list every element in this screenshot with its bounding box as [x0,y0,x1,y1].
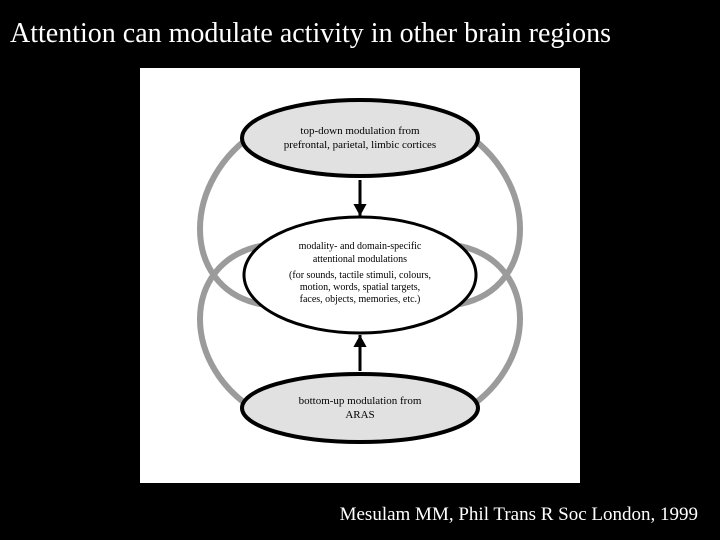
flowchart-svg: top-down modulation from prefrontal, pari… [140,68,580,483]
svg-text:attentional modulations: attentional modulations [313,254,407,265]
svg-text:ARAS: ARAS [345,409,374,421]
svg-text:faces, objects, memories, etc.: faces, objects, memories, etc.) [300,294,421,305]
svg-text:prefrontal, parietal, limbic c: prefrontal, parietal, limbic cortices [284,139,436,151]
svg-text:(for sounds, tactile stimuli,: (for sounds, tactile stimuli, colours, [289,270,431,281]
slide: Attention can modulate activity in other… [0,0,720,540]
page-title: Attention can modulate activity in other… [10,18,710,50]
citation: Mesulam MM, Phil Trans R Soc London, 199… [340,504,698,526]
svg-text:motion, words, spatial targets: motion, words, spatial targets, [300,282,420,293]
svg-text:top-down modulation from: top-down modulation from [300,125,420,137]
diagram-panel: top-down modulation from prefrontal, pari… [140,68,580,483]
svg-text:modality- and domain-specific: modality- and domain-specific [299,241,422,252]
svg-text:bottom-up modulation from: bottom-up modulation from [299,395,422,407]
